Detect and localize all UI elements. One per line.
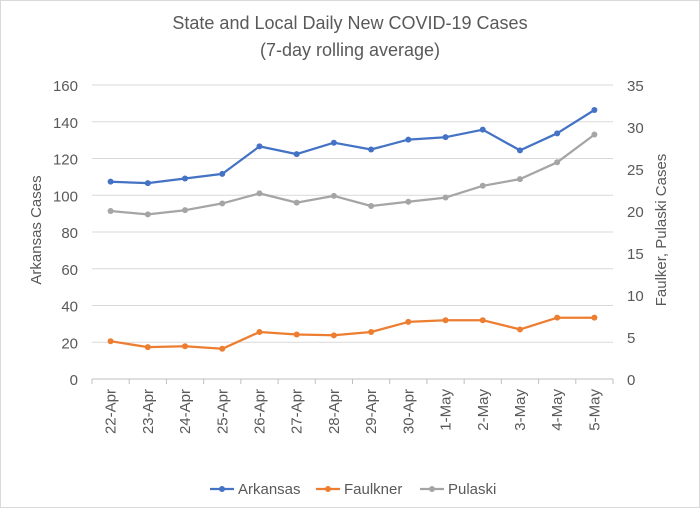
y-tick-label: 140 (53, 115, 78, 132)
data-point-faulkner (442, 317, 449, 324)
y-tick-label: 120 (53, 152, 78, 169)
data-point-faulkner (107, 338, 114, 345)
x-tick-label: 4-May (549, 389, 566, 431)
y2-tick-label: 30 (627, 120, 644, 137)
x-tick-label: 5-May (586, 389, 603, 431)
data-point-arkansas (479, 126, 486, 133)
data-point-faulkner (182, 343, 189, 350)
data-point-pulaski (144, 211, 151, 218)
data-point-pulaski (479, 182, 486, 189)
y2-tick-label: 15 (627, 246, 644, 263)
legend-label-arkansas: Arkansas (238, 481, 301, 498)
series-line-arkansas (110, 109, 595, 185)
x-tick-label: 28-Apr (326, 389, 343, 434)
y-tick-label: 40 (61, 299, 78, 316)
chart-subtitle: (7-day rolling average) (260, 40, 440, 60)
y2-tick-label: 0 (627, 372, 635, 389)
series-line-faulkner (110, 316, 595, 350)
data-point-arkansas (442, 134, 449, 141)
x-tick-label: 29-Apr (363, 389, 380, 434)
y2-tick-label: 35 (627, 78, 644, 95)
data-point-faulkner (516, 326, 523, 333)
legend-label-faulkner: Faulkner (344, 481, 402, 498)
x-tick-label: 3-May (512, 389, 529, 431)
data-point-pulaski (107, 208, 114, 214)
data-point-pulaski (405, 198, 412, 205)
data-point-pulaski (442, 194, 449, 201)
data-point-pulaski (219, 200, 226, 207)
x-tick-label: 24-Apr (177, 389, 194, 434)
data-point-arkansas (368, 146, 375, 153)
y-tick-label: 60 (61, 262, 78, 279)
data-point-faulkner (144, 344, 151, 351)
data-point-faulkner (405, 318, 412, 325)
data-point-pulaski (182, 207, 189, 214)
data-point-faulkner (479, 317, 486, 324)
data-point-pulaski (591, 131, 598, 138)
data-point-arkansas (591, 106, 598, 113)
data-point-arkansas (293, 151, 300, 158)
y-tick-label: 80 (61, 225, 78, 242)
x-tick-label: 22-Apr (103, 389, 120, 434)
y2-axis-label: Faulker, Pulaski Cases (653, 154, 670, 307)
legend-marker-pulaski (429, 486, 435, 492)
data-point-faulkner (368, 328, 375, 335)
y2-tick-label: 20 (627, 204, 644, 221)
data-point-arkansas (182, 175, 189, 182)
gridlines (92, 84, 613, 343)
data-point-faulkner (591, 314, 598, 321)
data-point-faulkner (293, 331, 300, 338)
x-tick-label: 27-Apr (289, 389, 306, 434)
data-point-arkansas (144, 180, 151, 187)
data-point-arkansas (219, 170, 226, 177)
y-tick-label: 0 (70, 372, 78, 389)
data-point-arkansas (330, 139, 337, 146)
y-tick-label: 160 (53, 78, 78, 95)
axes: 0 20 40 60 80 100 120 140 160 0 5 10 15 20 25 30 35 22-Ap… (53, 78, 644, 434)
x-tick-label: 23-Apr (140, 389, 157, 434)
data-point-arkansas (516, 147, 523, 154)
y2-tick-label: 5 (627, 330, 635, 347)
data-point-pulaski (293, 199, 300, 206)
x-tick-label: 25-Apr (214, 389, 231, 434)
legend-marker-faulkner (325, 486, 331, 492)
y-axis-label: Arkansas Cases (28, 175, 45, 284)
data-point-arkansas (554, 130, 561, 137)
data-point-faulkner (330, 332, 337, 339)
x-tick-label: 2-May (475, 389, 492, 431)
data-point-arkansas (256, 143, 263, 150)
data-point-pulaski (330, 192, 337, 199)
series-line-pulaski (110, 133, 596, 216)
data-point-pulaski (554, 159, 561, 166)
chart-title: State and Local Daily New COVID-19 Cases (172, 13, 527, 33)
data-point-pulaski (256, 190, 263, 197)
data-point-pulaski (368, 202, 375, 209)
data-point-faulkner (256, 328, 263, 335)
series-lines (107, 106, 598, 352)
y2-tick-label: 25 (627, 162, 644, 179)
data-point-arkansas (405, 136, 412, 143)
y-tick-label: 20 (61, 335, 78, 352)
legend-label-pulaski: Pulaski (448, 481, 496, 498)
data-point-faulkner (219, 345, 226, 352)
x-tick-label: 30-Apr (400, 389, 417, 434)
data-point-arkansas (107, 178, 114, 185)
data-point-pulaski (516, 176, 523, 183)
x-tick-label: 26-Apr (251, 389, 268, 434)
legend-marker-arkansas (219, 486, 225, 492)
x-tick-label: 1-May (438, 389, 455, 431)
y-tick-label: 100 (53, 188, 78, 205)
data-point-faulkner (554, 314, 561, 321)
legend: Arkansas Faulkner Pulaski (210, 481, 496, 498)
y2-tick-label: 10 (627, 288, 644, 305)
